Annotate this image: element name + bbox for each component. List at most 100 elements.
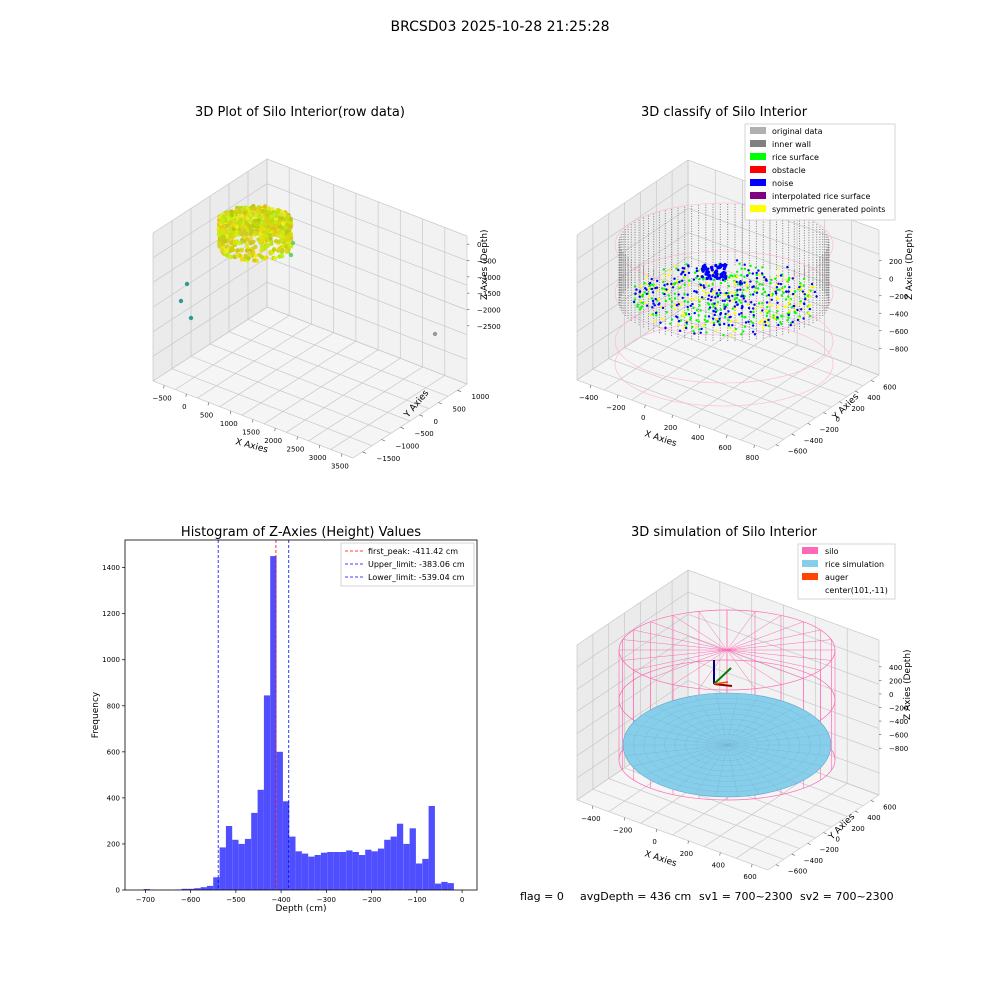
classified-point xyxy=(752,307,755,310)
classified-point xyxy=(736,283,740,286)
p1-z-tick-label: −1500 xyxy=(477,290,501,298)
classified-point xyxy=(715,317,718,321)
p4-x-tick-mark xyxy=(655,829,657,833)
raw-point xyxy=(230,234,235,240)
p4-y-tick-label: 600 xyxy=(883,803,896,811)
rice-mesh-spoke xyxy=(657,744,728,784)
classified-point xyxy=(715,292,719,295)
panel2-z-ticks: −800 −600 −400 −200 0 200 xyxy=(879,258,908,353)
noise-cluster-point xyxy=(714,269,719,273)
classified-point xyxy=(707,303,711,306)
classified-point xyxy=(799,300,802,303)
p1-x-tick-mark xyxy=(207,402,209,406)
legend-label: obstacle xyxy=(772,166,806,175)
classified-point xyxy=(659,321,662,324)
raw-point xyxy=(254,231,259,236)
classified-point xyxy=(706,320,709,323)
classified-point xyxy=(682,270,685,274)
p2-y-tick-label: −200 xyxy=(820,426,839,434)
p4-z-tick-label: 200 xyxy=(889,677,902,685)
classified-point xyxy=(727,310,730,313)
p1-x-tick-label: −500 xyxy=(152,394,171,402)
classified-point xyxy=(751,324,755,327)
classified-point xyxy=(710,321,713,324)
classified-point xyxy=(809,285,813,288)
p2-y-tick-label: 600 xyxy=(883,383,896,391)
classified-point xyxy=(686,305,689,309)
panel2-points xyxy=(614,202,834,407)
classified-point xyxy=(747,320,750,323)
classified-point xyxy=(711,282,714,286)
p2-x-tick-mark xyxy=(617,394,619,399)
rice-mesh-spoke xyxy=(726,744,797,784)
classified-point xyxy=(683,314,686,317)
histogram-bar xyxy=(333,852,340,890)
raw-point xyxy=(239,257,245,262)
classified-point xyxy=(673,292,676,295)
classified-point xyxy=(722,334,725,337)
classified-point xyxy=(716,295,719,298)
raw-point xyxy=(221,214,226,219)
panel1-z-ticks: −2500 −2000 −1500 −1000 −500 0 xyxy=(467,241,501,331)
raw-point xyxy=(281,221,286,226)
classified-point xyxy=(700,327,703,331)
classified-point xyxy=(681,314,684,317)
p4-y-tick-label: 400 xyxy=(867,814,880,822)
classified-point xyxy=(683,267,686,270)
classified-point xyxy=(722,303,726,306)
classified-point xyxy=(743,281,746,284)
classified-point xyxy=(749,264,752,268)
grid-line-z xyxy=(576,207,880,284)
panel3-title: Histogram of Z-Axies (Height) Values xyxy=(181,525,421,540)
p2-y-tick-label: −600 xyxy=(788,448,807,456)
classified-point xyxy=(665,290,668,293)
raw-point xyxy=(255,208,261,214)
classified-point xyxy=(786,265,789,269)
silo-roof-spoke xyxy=(726,649,804,679)
noise-cluster-point xyxy=(714,274,718,278)
classified-point xyxy=(698,298,702,301)
classified-point xyxy=(740,267,743,270)
classified-point xyxy=(759,311,762,314)
x-tick-label: −500 xyxy=(226,896,245,904)
histogram-bars xyxy=(143,556,454,890)
classified-point xyxy=(639,285,642,288)
silo-roof-spoke xyxy=(726,629,821,651)
classified-point xyxy=(673,297,677,300)
classified-point xyxy=(650,297,653,300)
noise-cluster-point xyxy=(714,263,718,268)
noise-cluster-point xyxy=(703,263,707,267)
classified-point xyxy=(700,285,703,289)
classified-point xyxy=(645,292,648,296)
classified-point xyxy=(730,320,733,323)
classified-point xyxy=(729,291,732,294)
classified-point xyxy=(662,268,665,271)
classified-point xyxy=(770,298,773,301)
classified-point xyxy=(683,283,686,287)
classified-point xyxy=(710,288,714,291)
classified-point xyxy=(702,324,706,327)
histogram-y-label: Frequency xyxy=(91,691,101,738)
classified-point xyxy=(654,286,657,290)
classified-point xyxy=(670,318,674,321)
classified-point xyxy=(677,268,680,272)
raw-point xyxy=(258,223,264,228)
classified-point xyxy=(666,283,669,286)
classified-point xyxy=(699,267,702,271)
classified-point xyxy=(758,283,761,286)
classified-point xyxy=(738,262,741,265)
classified-point xyxy=(649,314,652,317)
panel1-title: 3D Plot of Silo Interior(row data) xyxy=(195,105,405,120)
classified-point xyxy=(776,306,780,309)
legend-swatch xyxy=(750,205,766,212)
classified-point xyxy=(712,323,716,327)
classified-point xyxy=(760,272,764,275)
y-tick-label: 1000 xyxy=(102,656,120,664)
panel4-surface xyxy=(618,609,836,801)
p2-y-tick-label: 0 xyxy=(836,416,840,424)
status-sv1: sv1 = 700~2300 xyxy=(699,890,793,903)
raw-outlier-point xyxy=(288,252,294,258)
classified-point xyxy=(707,294,711,297)
classified-point xyxy=(742,330,745,333)
panel2-legend: original data inner wall rice surface obsta… xyxy=(744,123,896,221)
